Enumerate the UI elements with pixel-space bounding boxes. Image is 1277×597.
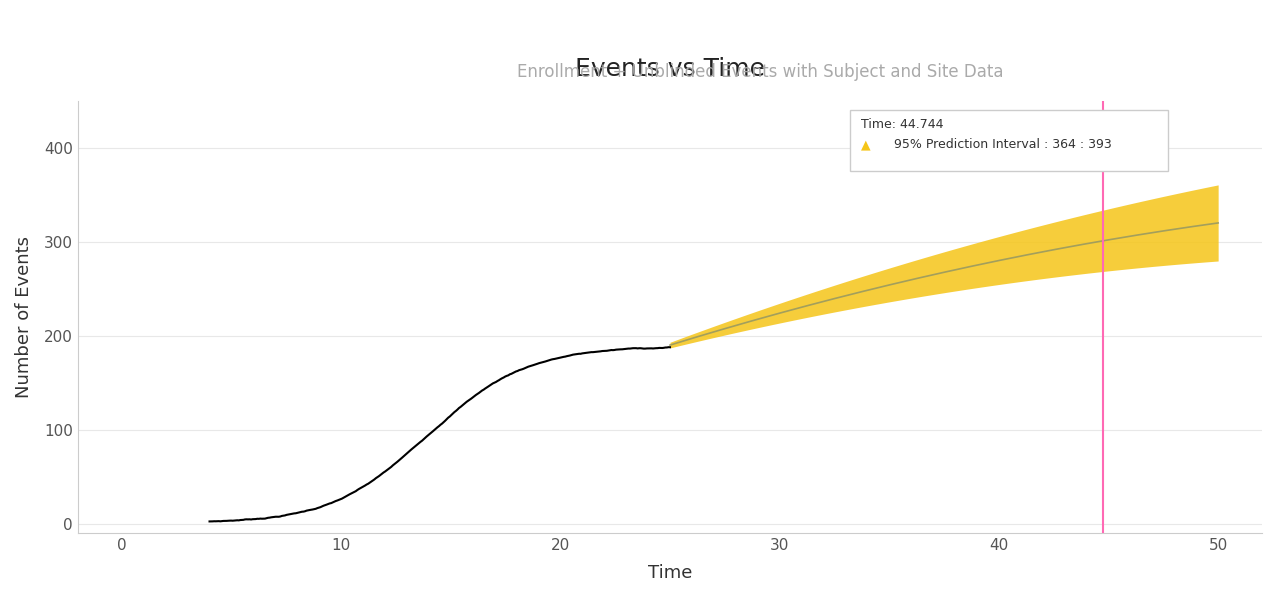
Text: Time: 44.744: Time: 44.744 xyxy=(861,118,944,131)
Text: 95% Prediction Interval : 364 : 393: 95% Prediction Interval : 364 : 393 xyxy=(894,139,1111,152)
Text: ▲: ▲ xyxy=(861,139,875,152)
FancyBboxPatch shape xyxy=(849,110,1167,171)
Text: Enrollment + Unblinded Events with Subject and Site Data: Enrollment + Unblinded Events with Subje… xyxy=(517,63,1002,81)
Title: Events vs Time: Events vs Time xyxy=(575,57,765,81)
X-axis label: Time: Time xyxy=(647,564,692,582)
Y-axis label: Number of Events: Number of Events xyxy=(15,236,33,398)
